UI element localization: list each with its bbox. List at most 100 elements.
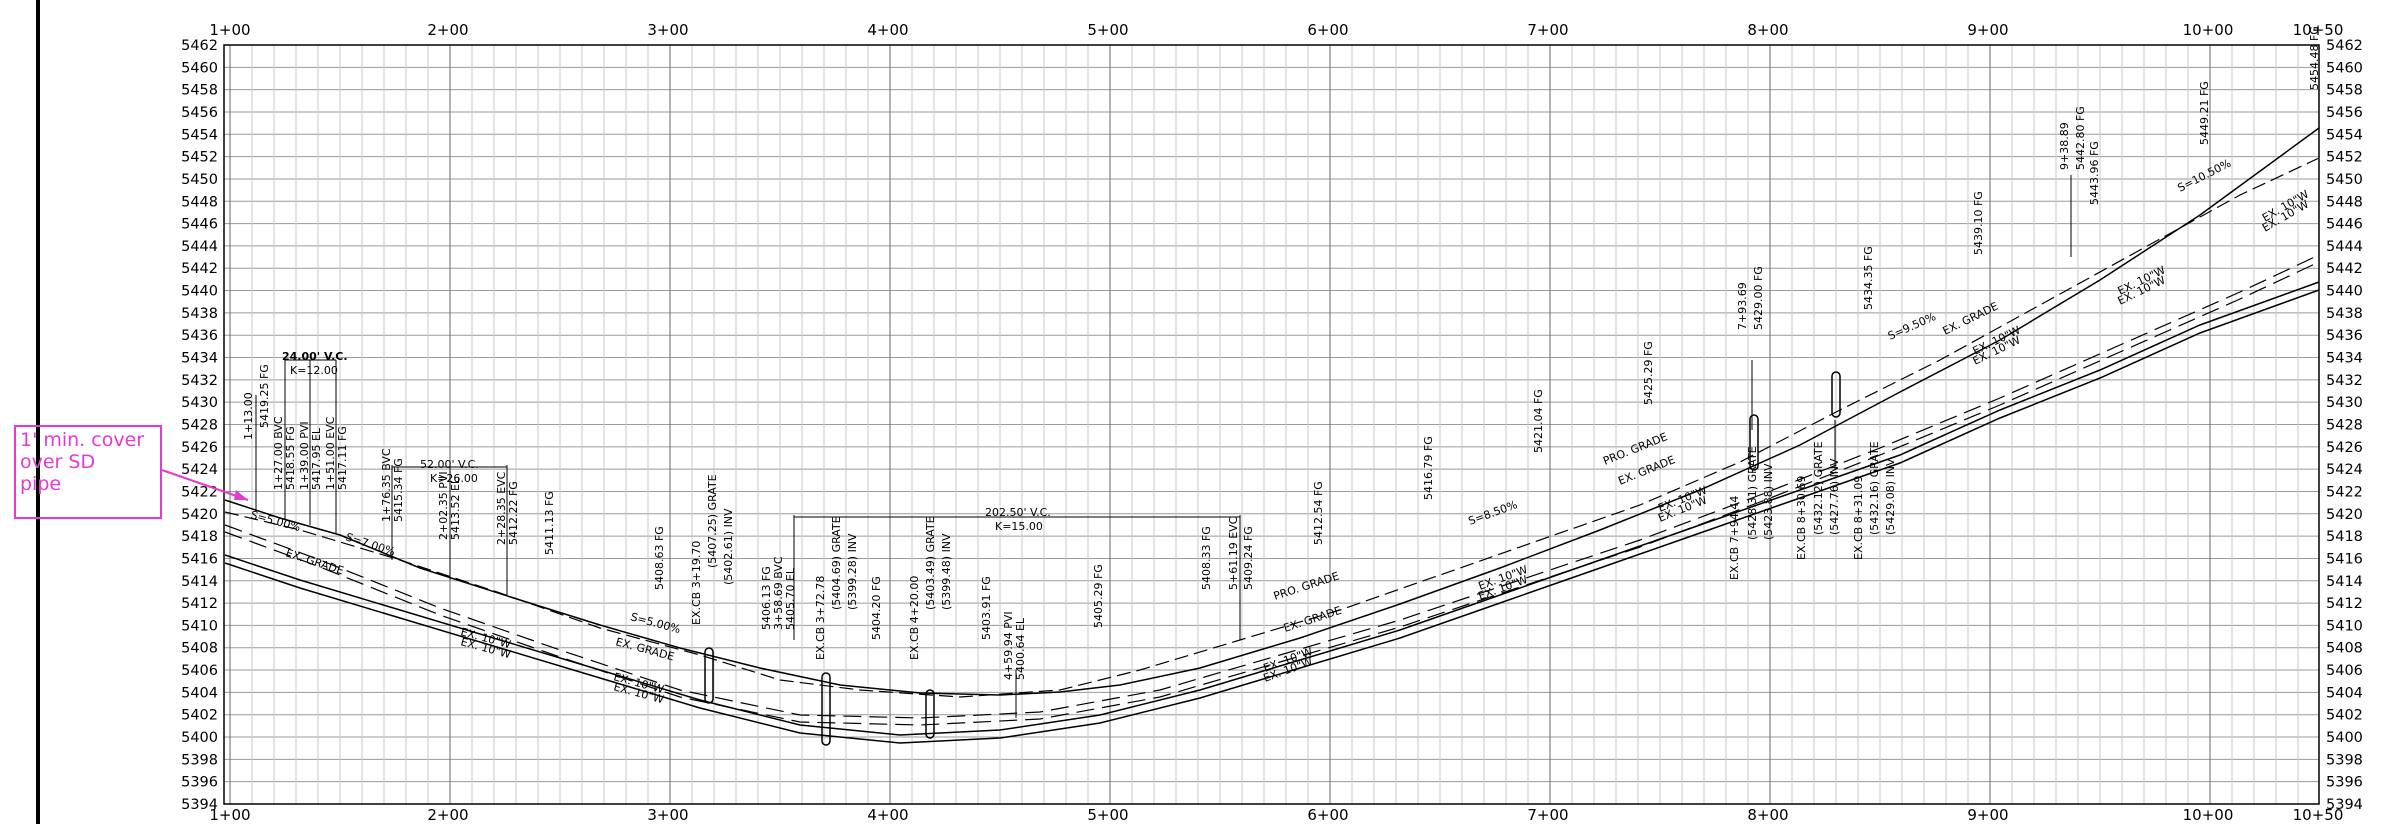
station-callout: 5412.22 FG bbox=[507, 481, 520, 545]
station-callout: 5405.70 EL bbox=[784, 567, 797, 630]
elevation-labels-left: 5462 5460 5458 5456 5454 5452 5450 5448 5446 5444… bbox=[181, 38, 218, 813]
elevation-label: 5422 bbox=[181, 484, 218, 500]
catch-basin-372 bbox=[821, 672, 831, 746]
station-callout: 5416.79 FG bbox=[1422, 436, 1435, 500]
elevation-label: 5426 bbox=[181, 440, 218, 456]
elevation-label: 5420 bbox=[181, 507, 218, 523]
station-labels-bottom: 1+00 2+00 3+00 4+00 5+00 6+00 7+00 8+00 … bbox=[209, 806, 2343, 824]
elevation-label: 5408 bbox=[181, 641, 218, 657]
ex-grade-label: EX. GRADE bbox=[614, 635, 676, 663]
station-callout: 1+13.00 bbox=[242, 392, 255, 440]
elevation-label: 5454 bbox=[181, 127, 218, 143]
station-callout: 3+58.69 BVC bbox=[772, 556, 785, 630]
elevation-label: 5432 bbox=[181, 373, 218, 389]
slope-label: S=9.50% bbox=[1886, 310, 1938, 343]
station-callout: 1+27.00 BVC bbox=[272, 416, 285, 490]
station-callout: 5454.48 FG bbox=[2308, 26, 2321, 90]
station-callout: EX.CB 3+72.78 bbox=[814, 576, 827, 660]
elevation-label: 5462 bbox=[181, 38, 218, 54]
station-callout: (5432.16) GRATE bbox=[1868, 441, 1881, 535]
station-label: 7+00 bbox=[1527, 806, 1568, 824]
elevation-label: 5402 bbox=[181, 708, 218, 724]
elevation-label: 5448 bbox=[181, 194, 218, 210]
elevation-label: 5446 bbox=[181, 217, 218, 233]
elevation-label: 5398 bbox=[2326, 752, 2363, 768]
station-callout: EX.CB 8+31.09 bbox=[1852, 476, 1865, 560]
elevation-label: 5436 bbox=[2326, 328, 2363, 344]
elevation-label: 5400 bbox=[181, 730, 218, 746]
annotations: 24.00' V.C. K=12.00 52.00' V.C. K=26.00 … bbox=[242, 26, 2321, 706]
station-callout: (5428.31) GRATE bbox=[1746, 446, 1759, 540]
elevation-label: 5436 bbox=[181, 328, 218, 344]
station-callout: 5439.10 FG bbox=[1972, 191, 1985, 255]
station-callout: 5415.34 FG bbox=[392, 458, 405, 522]
elevation-label: 5414 bbox=[181, 574, 218, 590]
station-label: 4+00 bbox=[867, 806, 908, 824]
elevation-label: 5458 bbox=[2326, 83, 2363, 99]
station-label: 5+00 bbox=[1087, 806, 1128, 824]
station-callout: 7+93.69 bbox=[1736, 282, 1749, 330]
vc2-length: 52.00' V.C. bbox=[420, 458, 479, 471]
grid bbox=[224, 44, 2319, 805]
station-callout: 5417.11 FG bbox=[336, 426, 349, 490]
elevation-label: 5426 bbox=[2326, 440, 2363, 456]
station-label: 2+00 bbox=[427, 21, 468, 39]
elevation-label: 5394 bbox=[2326, 797, 2363, 813]
station-label: 10+00 bbox=[2183, 21, 2234, 39]
station-callout: EX.CB 7+94.44 bbox=[1728, 496, 1741, 580]
station-callout: 5405.29 FG bbox=[1092, 564, 1105, 628]
station-callout: 1+51.00 EVC bbox=[324, 416, 337, 490]
station-callout: (5407.25) GRATE bbox=[706, 474, 719, 568]
station-callout: 5429.00 FG bbox=[1752, 266, 1765, 330]
station-callout: 5409.24 FG bbox=[1242, 526, 1255, 590]
station-callout: (5423.88) INV bbox=[1762, 463, 1775, 540]
elevation-label: 5440 bbox=[181, 284, 218, 300]
elevation-label: 5460 bbox=[181, 60, 218, 76]
pipe-line-upper bbox=[224, 281, 2320, 736]
station-callout: 5412.54 FG bbox=[1312, 481, 1325, 545]
station-callout: 5403.91 FG bbox=[980, 576, 993, 640]
catch-basin-319 bbox=[704, 647, 714, 704]
station-callout: 5442.80 FG bbox=[2074, 106, 2087, 170]
station-label: 1+00 bbox=[209, 21, 250, 39]
elevation-label: 5452 bbox=[181, 150, 218, 166]
vc1-k: K=12.00 bbox=[290, 364, 338, 377]
station-label: 1+00 bbox=[209, 806, 250, 824]
elevation-label: 5430 bbox=[2326, 395, 2363, 411]
elevation-label: 5396 bbox=[181, 775, 218, 791]
elevation-label: 5450 bbox=[181, 172, 218, 188]
station-label: 4+00 bbox=[867, 21, 908, 39]
station-label: 10+50 bbox=[2293, 806, 2344, 824]
proposed-grade-line bbox=[224, 127, 2320, 696]
elevation-label: 5462 bbox=[2326, 38, 2363, 54]
ex-grade-label: EX. GRADE bbox=[1282, 604, 1343, 635]
station-callout: 2+02.35 PVI bbox=[437, 471, 450, 540]
catch-basin-830 bbox=[1831, 371, 1841, 418]
elevation-label: 5420 bbox=[2326, 507, 2363, 523]
existing-grade-line bbox=[224, 157, 2320, 698]
elevation-label: 5424 bbox=[2326, 462, 2363, 478]
station-callout: 5419.25 FG bbox=[258, 364, 271, 428]
elevation-label: 5430 bbox=[181, 395, 218, 411]
station-label: 8+00 bbox=[1747, 21, 1788, 39]
station-callout: 1+39.00 PVI bbox=[298, 421, 311, 490]
station-callout: (5403.49) GRATE bbox=[924, 516, 937, 610]
elevation-label: 5442 bbox=[2326, 261, 2363, 277]
elevation-label: 5418 bbox=[2326, 529, 2363, 545]
elevation-label: 5398 bbox=[181, 752, 218, 768]
vc-dimensions bbox=[285, 359, 1240, 518]
left-border-bar bbox=[36, 0, 40, 824]
water-line-2 bbox=[224, 261, 2320, 726]
vc3-k: K=15.00 bbox=[995, 520, 1043, 533]
station-callout: (5432.12) GRATE bbox=[1812, 441, 1825, 535]
elevation-label: 5444 bbox=[2326, 239, 2363, 255]
callout-leader bbox=[161, 469, 249, 501]
station-callout: (5427.76) INV bbox=[1828, 458, 1841, 535]
elevation-label: 5416 bbox=[181, 551, 218, 567]
station-callout: (5404.69) GRATE bbox=[830, 516, 843, 610]
elevation-label: 5422 bbox=[2326, 484, 2363, 500]
elevation-label: 5416 bbox=[2326, 551, 2363, 567]
station-callout: 5404.20 FG bbox=[870, 576, 883, 640]
station-callout: 5421.04 FG bbox=[1532, 389, 1545, 453]
station-callout: (5399.28) INV bbox=[846, 533, 859, 610]
